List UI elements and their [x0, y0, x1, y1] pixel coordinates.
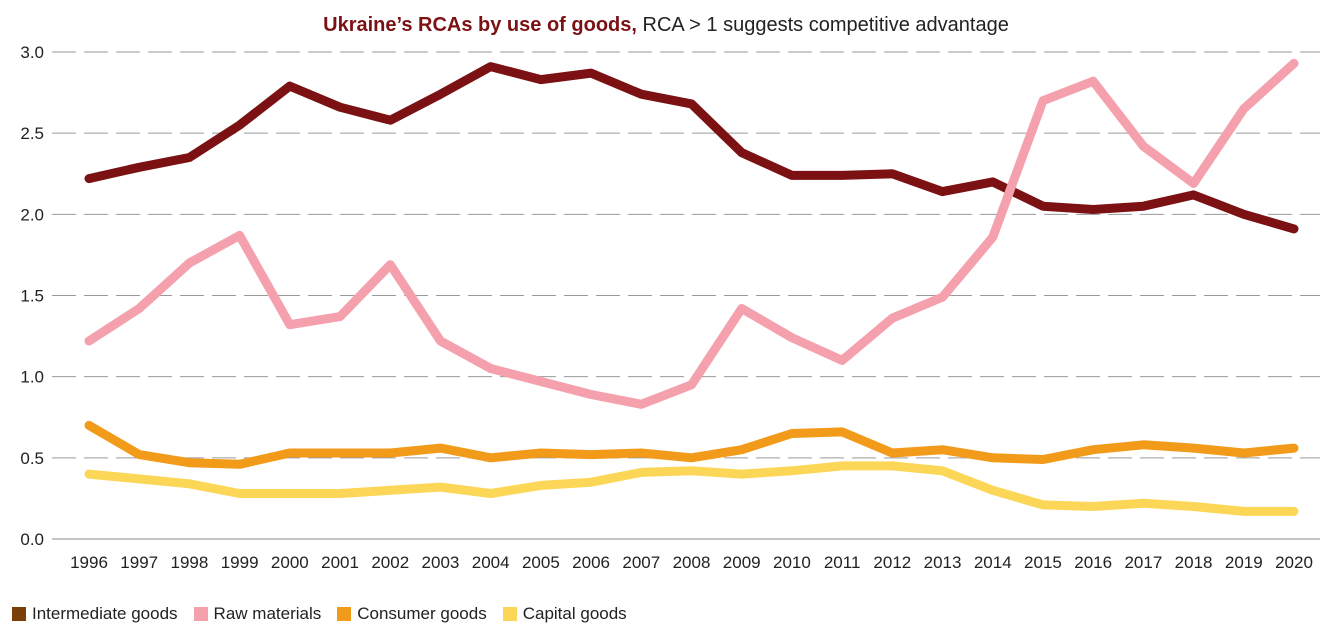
series-line-capital-goods: [84, 461, 1299, 516]
series-line-intermediate-goods: [84, 62, 1299, 234]
x-tick-label: 2006: [572, 553, 610, 572]
y-tick-label: 3.0: [20, 43, 44, 62]
x-tick-label: 2005: [522, 553, 560, 572]
x-tick-label: 2008: [673, 553, 711, 572]
x-tick-label: 2003: [422, 553, 460, 572]
x-tick-label: 2004: [472, 553, 510, 572]
x-tick-label: 2016: [1074, 553, 1112, 572]
x-tick-label: 2020: [1275, 553, 1313, 572]
legend-swatch: [12, 607, 26, 621]
legend-item: Capital goods: [502, 604, 627, 624]
legend-label: Consumer goods: [357, 604, 487, 623]
legend-label: Intermediate goods: [32, 604, 178, 623]
series-line-consumer-goods: [84, 420, 1299, 469]
y-axis-tick-labels: 0.0 0.5 1.0 1.5 2.0 2.5 3.0: [20, 43, 44, 549]
legend-item: Raw materials: [193, 604, 322, 624]
x-tick-label: 1997: [120, 553, 158, 572]
chart-legend: Intermediate goods Raw materials Consumer …: [12, 604, 643, 624]
series-lines: [84, 58, 1299, 516]
series-line-raw-materials: [84, 58, 1299, 409]
x-axis-tick-labels: 1996 1997 1998 1999 2000 2001 2002 2003 2004 2005…: [70, 553, 1313, 572]
x-tick-label: 2002: [371, 553, 409, 572]
x-tick-label: 2013: [924, 553, 962, 572]
chart-title-rest: RCA > 1 suggests competitive advantage: [637, 14, 1009, 36]
x-tick-label: 1998: [171, 553, 209, 572]
x-tick-label: 2014: [974, 553, 1012, 572]
chart-title: Ukraine’s RCAs by use of goods, RCA > 1 …: [323, 14, 1009, 36]
legend-label: Capital goods: [522, 604, 627, 623]
legend-swatch: [337, 607, 352, 621]
x-tick-label: 2019: [1225, 553, 1263, 572]
legend-label: Raw materials: [213, 604, 322, 623]
legend-swatch: [502, 607, 517, 621]
x-tick-label: 2011: [824, 553, 861, 572]
x-tick-label: 2000: [271, 553, 309, 572]
x-tick-label: 1996: [70, 553, 108, 572]
x-tick-label: 2017: [1124, 553, 1162, 572]
y-tick-label: 2.0: [20, 205, 44, 224]
chart-title-bold: Ukraine’s RCAs by use of goods,: [323, 14, 637, 36]
x-tick-label: 2009: [723, 553, 761, 572]
legend-item: Consumer goods: [337, 604, 487, 624]
x-tick-label: 1999: [221, 553, 259, 572]
y-tick-label: 0.0: [20, 530, 44, 549]
y-tick-label: 1.5: [20, 287, 44, 306]
y-tick-label: 2.5: [20, 124, 44, 143]
x-tick-label: 2012: [873, 553, 911, 572]
legend-swatch: [193, 607, 208, 621]
x-tick-label: 2018: [1175, 553, 1213, 572]
legend-item: Intermediate goods: [12, 604, 178, 624]
y-tick-label: 0.5: [20, 449, 44, 468]
y-tick-label: 1.0: [20, 368, 44, 387]
x-tick-label: 2001: [321, 553, 359, 572]
x-tick-label: 2007: [622, 553, 660, 572]
x-tick-label: 2010: [773, 553, 811, 572]
x-tick-label: 2015: [1024, 553, 1062, 572]
